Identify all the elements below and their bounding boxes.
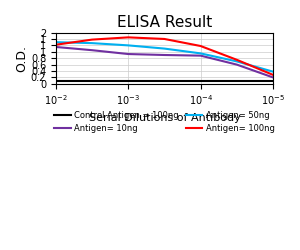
Control Antigen = 100ng — [271, 80, 275, 83]
Antigen= 10ng — [90, 49, 94, 52]
Antigen= 10ng — [54, 46, 58, 48]
Antigen= 10ng — [235, 63, 238, 66]
Antigen= 50ng — [163, 47, 166, 50]
Control Antigen = 100ng — [54, 80, 58, 83]
Y-axis label: O.D.: O.D. — [15, 45, 28, 72]
Line: Antigen= 100ng: Antigen= 100ng — [56, 37, 273, 75]
Line: Antigen= 10ng: Antigen= 10ng — [56, 47, 273, 78]
X-axis label: Serial Dilutions of Antibody: Serial Dilutions of Antibody — [88, 113, 240, 123]
Antigen= 50ng — [54, 41, 58, 44]
Control Antigen = 100ng — [127, 80, 130, 83]
Antigen= 50ng — [127, 44, 130, 47]
Legend: Control Antigen = 100ng, Antigen= 10ng, Antigen= 50ng, Antigen= 100ng: Control Antigen = 100ng, Antigen= 10ng, … — [51, 108, 278, 136]
Antigen= 10ng — [163, 54, 166, 56]
Antigen= 50ng — [271, 70, 275, 73]
Line: Antigen= 50ng: Antigen= 50ng — [56, 42, 273, 72]
Title: ELISA Result: ELISA Result — [117, 15, 212, 30]
Antigen= 50ng — [199, 52, 202, 55]
Antigen= 100ng — [235, 58, 238, 61]
Antigen= 100ng — [271, 73, 275, 76]
Antigen= 10ng — [199, 54, 202, 57]
Control Antigen = 100ng — [199, 80, 202, 83]
Antigen= 100ng — [127, 36, 130, 39]
Antigen= 100ng — [163, 38, 166, 40]
Antigen= 50ng — [235, 60, 238, 63]
Antigen= 100ng — [199, 44, 202, 48]
Antigen= 50ng — [90, 42, 94, 45]
Antigen= 100ng — [90, 38, 94, 41]
Antigen= 10ng — [271, 76, 275, 79]
Antigen= 100ng — [54, 43, 58, 46]
Antigen= 10ng — [127, 52, 130, 56]
